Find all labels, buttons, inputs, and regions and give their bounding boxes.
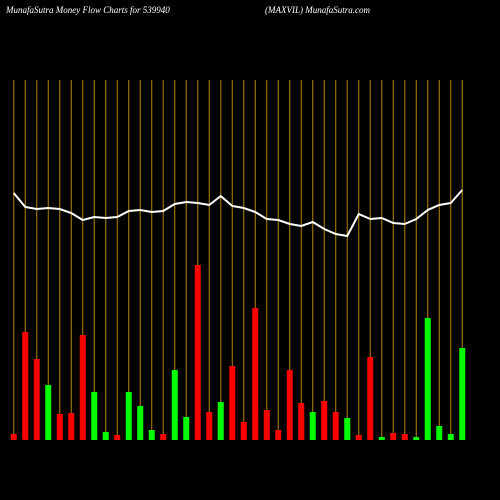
bar: [114, 435, 121, 440]
bar: [148, 430, 155, 440]
bar: [79, 335, 86, 440]
bar: [229, 366, 236, 440]
bar: [424, 318, 431, 440]
bar: [263, 410, 270, 440]
bar: [125, 392, 132, 440]
chart-title: MunafaSutra Money Flow Charts for 539940: [5, 5, 170, 15]
bar: [56, 414, 63, 440]
bar: [367, 357, 374, 440]
bar: [332, 412, 339, 440]
bar: [447, 434, 454, 440]
bar: [401, 434, 408, 440]
bar: [10, 434, 17, 440]
bar: [33, 359, 40, 440]
bar: [286, 370, 293, 440]
bar: [68, 413, 75, 440]
bar: [459, 348, 466, 440]
bar: [321, 401, 328, 440]
bar: [183, 417, 190, 440]
bar: [206, 412, 213, 440]
bar: [309, 412, 316, 440]
bar: [344, 418, 351, 440]
bar: [240, 422, 247, 440]
bar: [390, 433, 397, 440]
bar: [102, 432, 109, 440]
bar: [137, 406, 144, 440]
bar: [22, 332, 29, 440]
bar: [45, 385, 52, 440]
bar: [91, 392, 98, 440]
bar: [171, 370, 178, 440]
bar: [194, 265, 201, 440]
bar: [298, 403, 305, 440]
bar: [355, 435, 362, 440]
flow-line: [12, 189, 463, 238]
bar: [378, 437, 385, 440]
bar: [413, 437, 420, 440]
chart-subtitle: (MAXVIL) MunafaSutra.com: [265, 5, 370, 15]
bar: [275, 430, 282, 440]
bar: [436, 426, 443, 440]
bar: [252, 308, 259, 440]
bar: [217, 402, 224, 440]
bar: [160, 434, 167, 440]
